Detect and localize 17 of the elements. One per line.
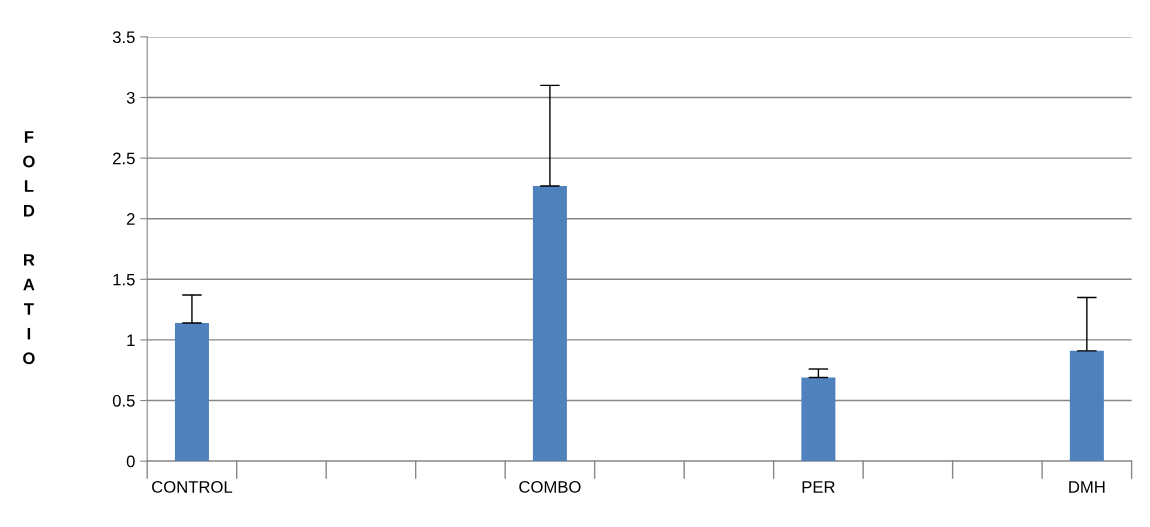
x-tick-label: COMBO xyxy=(519,481,581,493)
x-tick-label: DMH xyxy=(1069,481,1105,493)
text: FOLD RATIO xyxy=(23,131,35,365)
y-tick-label: 0.5 xyxy=(112,394,135,407)
y-tick-label: 1 xyxy=(127,334,135,346)
bar xyxy=(174,322,209,462)
bar xyxy=(1069,350,1104,462)
y-tick-label: 3.5 xyxy=(112,31,135,44)
y-tick-label: 1.5 xyxy=(113,273,135,286)
bar xyxy=(532,185,567,462)
y-tick-label: 2 xyxy=(126,213,135,225)
y-tick-label: 0 xyxy=(126,455,135,468)
x-tick-label: PER xyxy=(802,481,835,493)
y-tick-label: 2.5 xyxy=(113,152,135,165)
x-tick-label: CONTROL xyxy=(152,481,233,493)
y-tick-label: 3 xyxy=(126,91,135,104)
bar xyxy=(801,377,836,462)
